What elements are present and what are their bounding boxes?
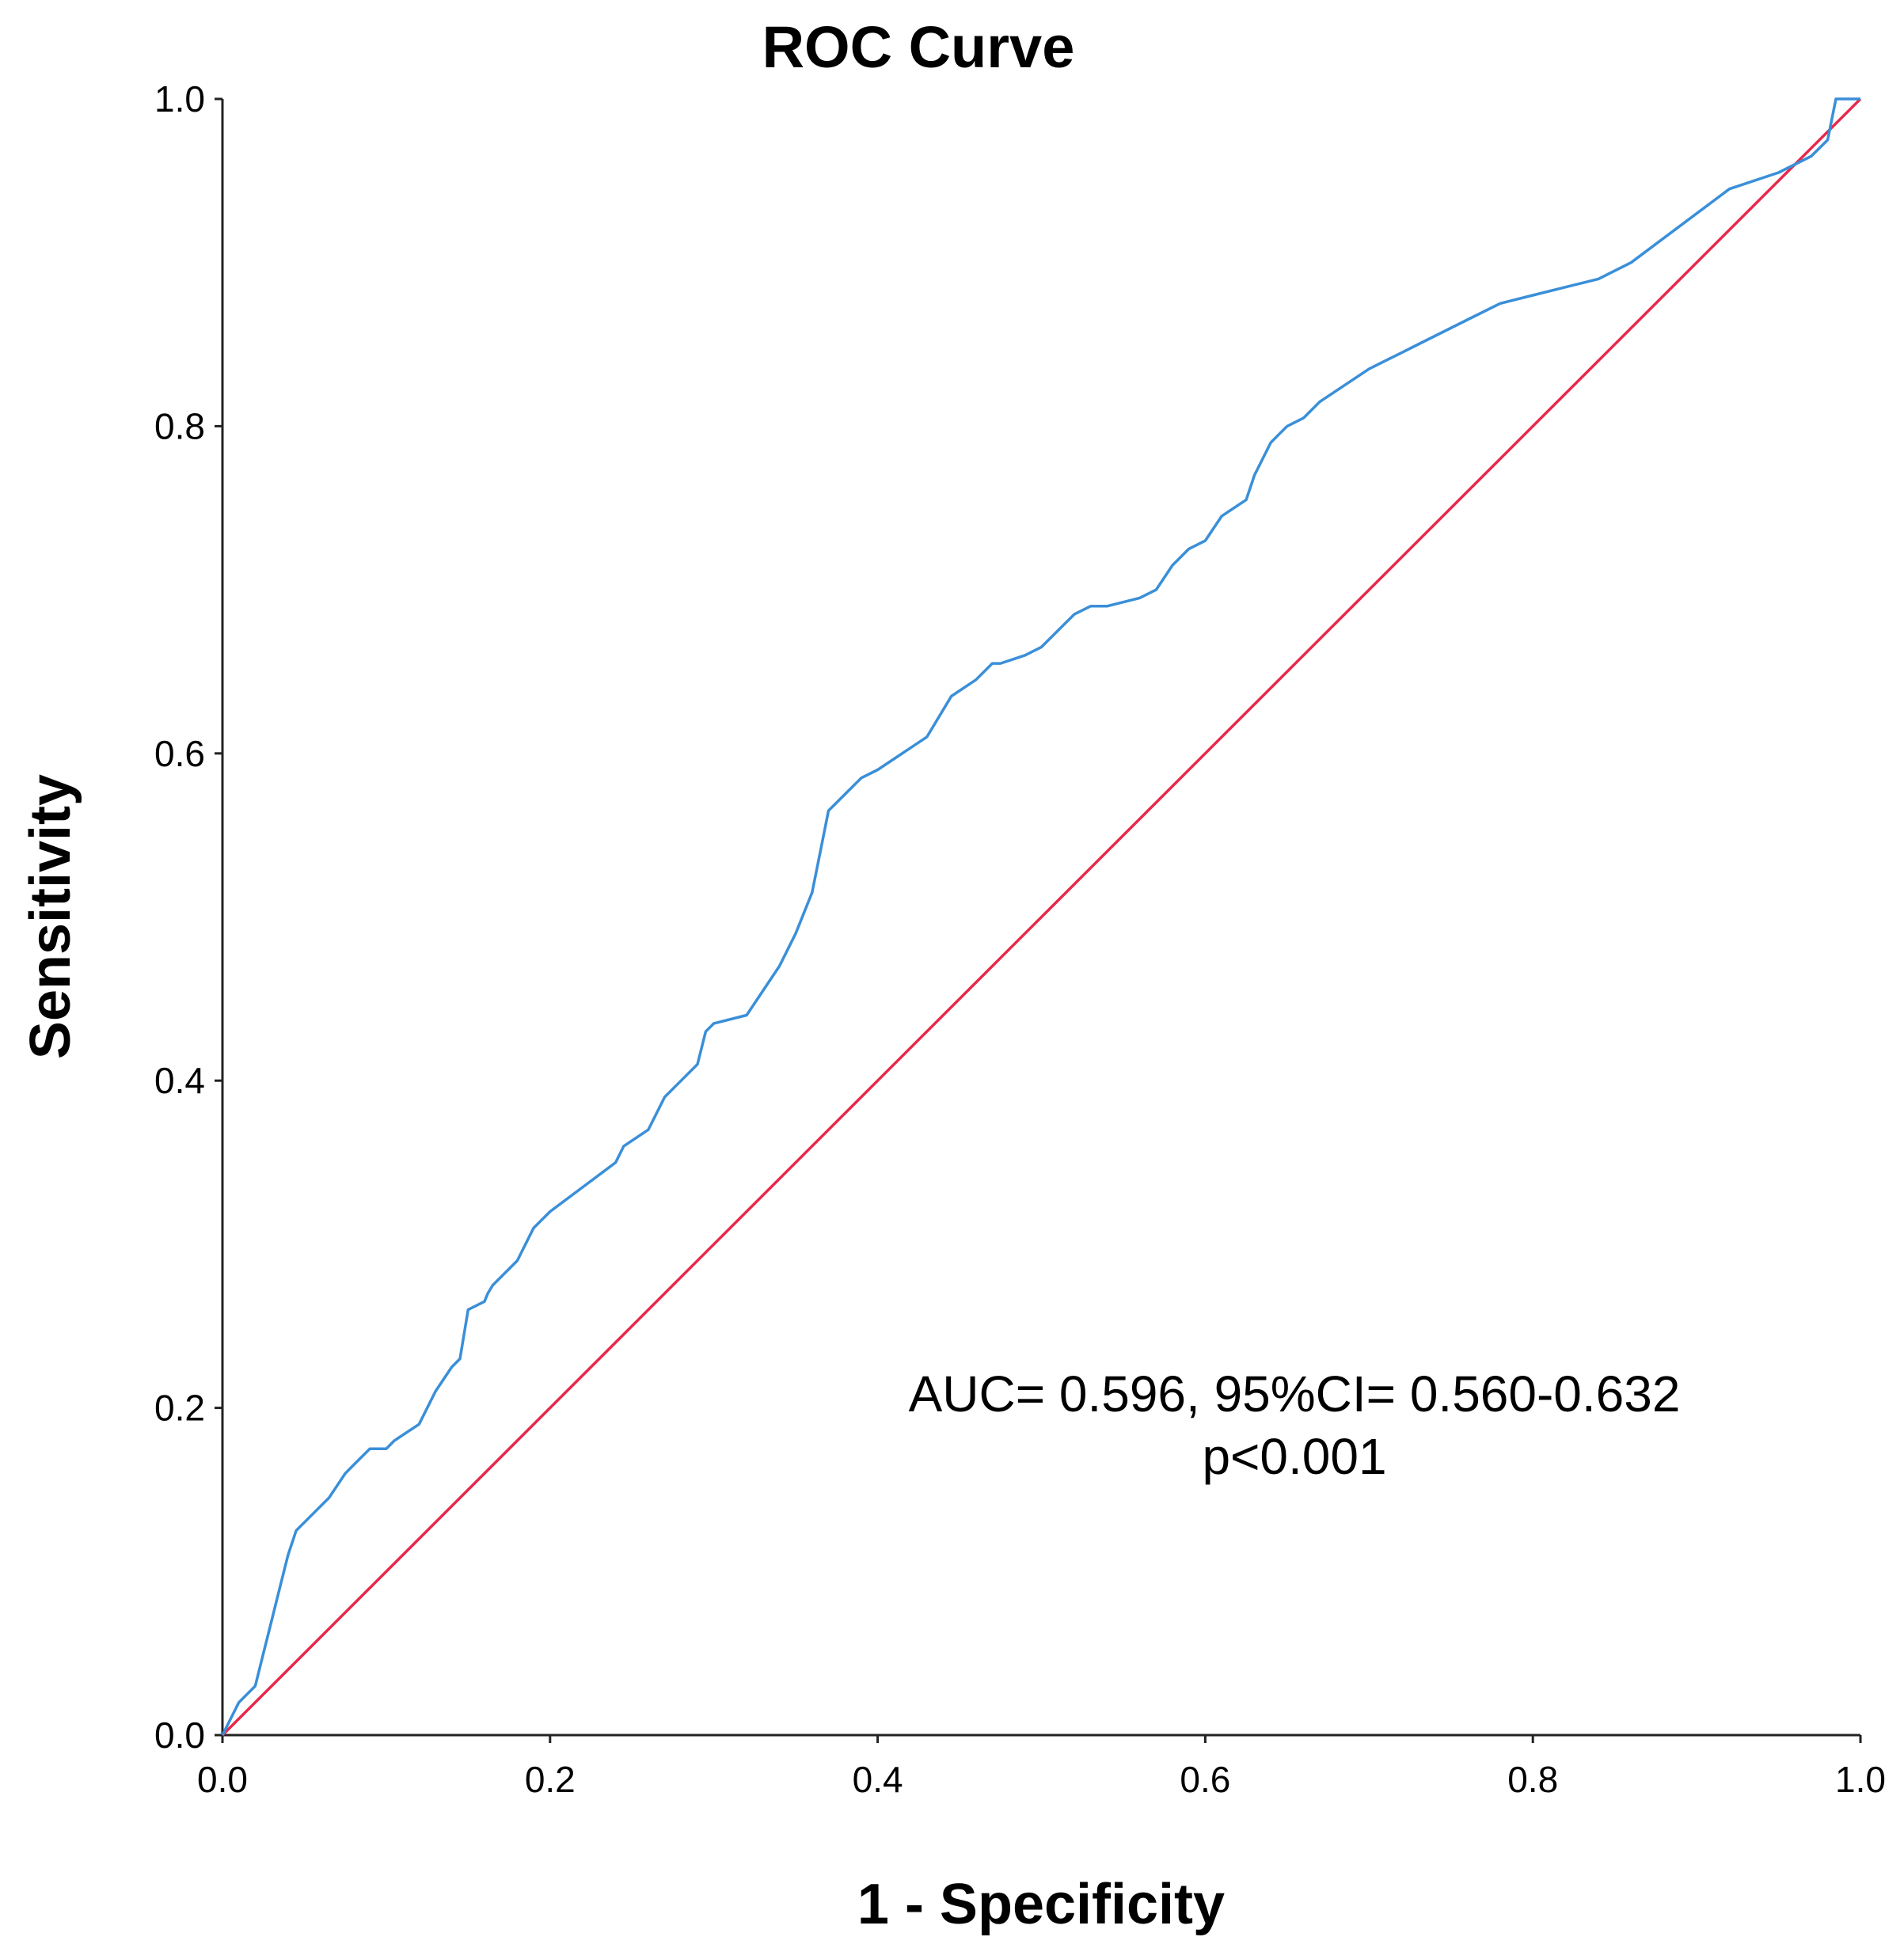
x-tick-label: 0.6 — [1180, 1759, 1230, 1800]
x-tick-label: 0.2 — [525, 1759, 576, 1800]
x-tick-label: 0.0 — [197, 1759, 248, 1800]
x-tick-label: 0.4 — [853, 1759, 903, 1800]
y-tick-label: 0.6 — [154, 733, 205, 774]
y-tick-label: 0.8 — [154, 405, 205, 446]
y-axis-label: Sensitivity — [19, 774, 82, 1059]
x-tick-label: 1.0 — [1835, 1759, 1886, 1800]
x-axis-label: 1 - Specificity — [857, 1873, 1225, 1936]
x-tick-label: 0.8 — [1507, 1759, 1558, 1800]
y-tick-label: 0.2 — [154, 1388, 205, 1429]
roc-curve-line — [221, 97, 1860, 1736]
y-tick-label: 0.4 — [154, 1060, 205, 1101]
y-tick-label: 1.0 — [154, 78, 205, 120]
y-tick-label: 0.0 — [154, 1715, 205, 1756]
reference-line — [221, 97, 1862, 1737]
axis-ticks: 0.0 0.2 0.4 0.6 0.8 1.0 0.0 0.2 0.4 0.6 0.8 1.0 — [154, 78, 1886, 1800]
auc-annotation: AUC= 0.596, 95%CI= 0.560-0.632 — [909, 1365, 1681, 1422]
chart-title: ROC Curve — [762, 14, 1075, 80]
p-value-annotation: p<0.001 — [1202, 1428, 1386, 1485]
